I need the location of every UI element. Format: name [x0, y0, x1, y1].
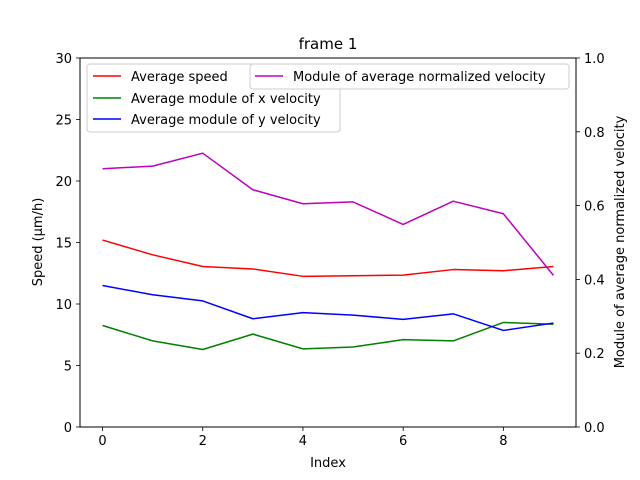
legend-label-y-velocity: Average module of y velocity — [131, 113, 321, 128]
y-axis-left: 0 5 10 15 20 25 30 — [55, 52, 80, 436]
y-tick-label-right: 0.0 — [584, 421, 605, 436]
y-tick-label-right: 0.4 — [584, 273, 605, 288]
x-tick-label: 6 — [399, 434, 407, 449]
y-tick-label-right: 0.6 — [584, 200, 605, 215]
y-axis-label-right: Module of average normalized velocity — [613, 115, 628, 368]
legend-label-normalized-velocity: Module of average normalized velocity — [293, 70, 546, 85]
chart-title: frame 1 — [299, 35, 358, 53]
y-tick-label-left: 30 — [55, 52, 72, 67]
legend-label-average-speed: Average speed — [131, 70, 228, 85]
x-tick-label: 8 — [499, 434, 507, 449]
y-tick-label-left: 25 — [55, 114, 72, 129]
y-tick-label-right: 1.0 — [584, 52, 605, 67]
x-tick-label: 0 — [98, 434, 106, 449]
x-tick-label: 4 — [299, 434, 307, 449]
series-line-3 — [102, 152, 555, 276]
x-axis: 0 2 4 6 8 — [98, 427, 507, 449]
y-tick-label-left: 10 — [55, 298, 72, 313]
y-axis-label-left: Speed (μm/h) — [31, 198, 46, 287]
legend-label-x-velocity: Average module of x velocity — [131, 92, 321, 107]
y-tick-label-left: 5 — [64, 360, 72, 375]
x-axis-label: Index — [310, 456, 346, 471]
series-line-0 — [102, 239, 554, 278]
y-tick-label-left: 15 — [55, 237, 72, 252]
plot-lines — [102, 152, 555, 351]
series-line-2 — [102, 284, 554, 332]
y-tick-label-right: 0.2 — [584, 347, 605, 362]
y-axis-right: 0.0 0.2 0.4 0.6 0.8 1.0 — [576, 52, 605, 436]
y-tick-label-left: 20 — [55, 175, 72, 190]
legend-right-box — [249, 63, 570, 90]
y-tick-label-left: 0 — [64, 421, 72, 436]
legend-right: Module of average normalized velocity — [249, 63, 570, 90]
y-tick-label-right: 0.8 — [584, 126, 605, 141]
series-line-1 — [102, 321, 554, 351]
x-tick-label: 2 — [199, 434, 207, 449]
